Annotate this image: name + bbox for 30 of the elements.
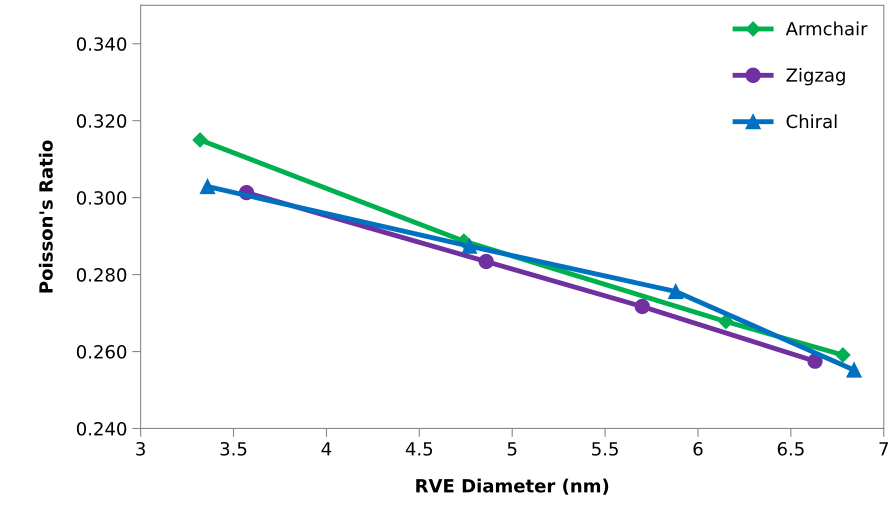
y-tick-label: 0.240 <box>76 422 126 436</box>
y-tick-label: 0.340 <box>76 37 126 51</box>
point <box>634 298 650 314</box>
legend-label: Zigzag <box>786 68 845 86</box>
point <box>807 354 823 369</box>
point <box>835 347 850 363</box>
x-tick-label: 4.5 <box>406 442 432 456</box>
x-axis-title: RVE Diameter (nm) <box>416 478 608 495</box>
y-axis-title: Poisson's Ratio <box>38 140 53 292</box>
point <box>200 178 216 194</box>
point <box>846 362 862 378</box>
y-tick-label: 0.320 <box>76 114 126 128</box>
x-tick-label: 5.5 <box>592 442 618 456</box>
y-tick-label: 0.280 <box>76 268 126 282</box>
point <box>478 254 494 270</box>
x-tick-label: 5 <box>508 442 516 456</box>
point <box>668 284 684 300</box>
point <box>718 314 734 330</box>
legend-label: Armchair <box>786 22 868 36</box>
legend-label: Chiral <box>786 114 836 128</box>
x-tick-label: 6.5 <box>778 442 804 456</box>
y-tick-label: 0.300 <box>76 191 126 205</box>
point <box>192 132 208 148</box>
x-tick-label: 7 <box>880 442 888 456</box>
y-tick-label: 0.260 <box>76 345 126 359</box>
x-tick-label: 3 <box>136 442 145 456</box>
point <box>462 238 478 254</box>
x-tick-label: 4 <box>322 442 332 456</box>
x-tick-label: 3.5 <box>220 442 246 456</box>
x-tick-label: 6 <box>694 442 703 456</box>
